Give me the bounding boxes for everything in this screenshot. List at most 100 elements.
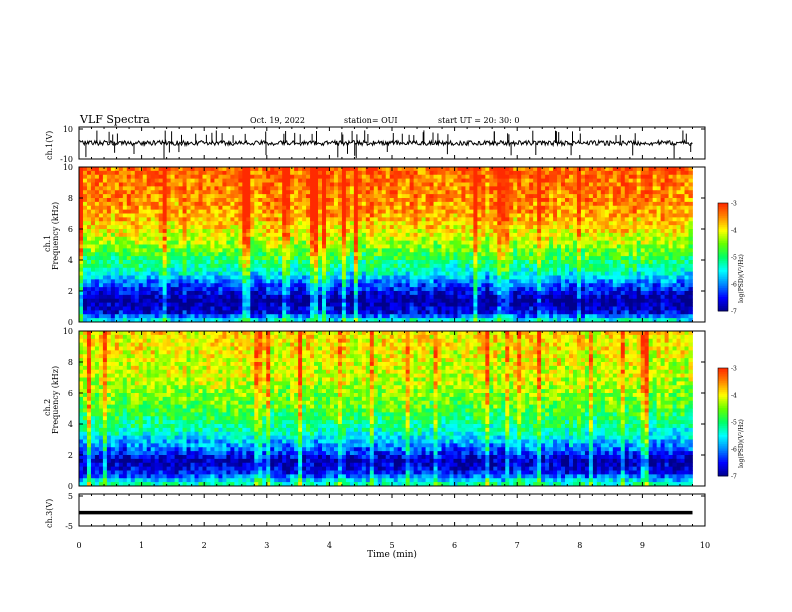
spectrogram-cell <box>397 186 403 191</box>
spectrogram-cell <box>588 213 594 218</box>
spectrogram-cell <box>541 260 546 265</box>
spectrogram-cell <box>329 217 335 222</box>
spectrogram-cell <box>286 221 291 226</box>
spectrogram-cell <box>568 209 574 214</box>
spectrogram-cell <box>553 205 558 211</box>
spectrogram-cell <box>266 283 271 288</box>
spectrogram-cell <box>126 244 132 249</box>
spectrogram-cell <box>310 221 315 226</box>
spectrogram-cell <box>445 232 450 238</box>
spectrogram-cell <box>182 287 187 292</box>
spectrogram-cell <box>345 236 351 242</box>
spectrogram-cell <box>250 260 255 265</box>
spectrogram-cell <box>238 167 243 172</box>
spectrogram-cell <box>565 205 570 211</box>
spectrogram-cell <box>138 287 144 292</box>
spectrogram-cell <box>222 174 227 180</box>
spectrogram-cell <box>318 194 323 199</box>
spectrogram-cell <box>644 263 650 269</box>
spectrogram-cell <box>608 256 614 261</box>
spectrogram-cell <box>588 248 594 253</box>
spectrogram-cell <box>154 240 160 245</box>
spectrogram-cell <box>672 229 677 234</box>
spectrogram-cell <box>82 291 88 296</box>
spectrogram-cell <box>648 205 654 211</box>
spectrogram-cell <box>461 229 466 234</box>
spectrogram-cell <box>584 271 590 276</box>
spectrogram-cell <box>102 256 108 261</box>
spectrogram-cell <box>640 194 646 199</box>
spectrogram-cell <box>533 229 538 234</box>
spectrogram-cell <box>441 201 446 207</box>
spectrogram-cell <box>584 260 590 265</box>
spectrogram-cell <box>413 170 419 176</box>
spectrogram-cell <box>182 267 187 273</box>
spectrogram-cell <box>373 190 379 195</box>
spectrogram-cell <box>688 229 693 234</box>
spectrogram-cell <box>640 252 646 257</box>
spectrogram-cell <box>481 229 486 234</box>
spectrogram-cell <box>636 287 642 292</box>
spectrogram-cell <box>568 213 574 218</box>
spectrogram-cell <box>664 221 669 226</box>
spectrogram-cell <box>624 279 630 284</box>
spectrogram-cell <box>102 279 108 284</box>
spectrogram-cell <box>278 209 283 214</box>
spectrogram-cell <box>357 205 363 211</box>
spectrogram-cell <box>576 213 582 218</box>
spectrogram-cell <box>286 275 291 280</box>
spectrogram-cell <box>604 256 610 261</box>
spectrogram-cell <box>481 213 486 218</box>
spectrogram-cell <box>142 267 148 273</box>
spectrogram-cell <box>421 205 426 211</box>
spectrogram-cell <box>146 287 152 292</box>
spectrogram-cell <box>98 182 104 187</box>
spectrogram-cell <box>294 232 299 238</box>
spectrogram-cell <box>505 252 510 257</box>
spectrogram-cell <box>202 217 207 222</box>
spectrogram-cell <box>79 267 84 273</box>
spectrogram-cell <box>509 229 514 234</box>
spectrogram-cell <box>656 194 662 199</box>
spectrogram-cell <box>409 236 415 242</box>
spectrogram-cell <box>202 225 207 230</box>
spectrogram-cell <box>262 205 267 211</box>
spectrogram-cell <box>329 248 335 253</box>
spectrogram-cell <box>509 244 514 249</box>
spectrogram-cell <box>122 167 128 172</box>
spectrogram-cell <box>246 283 251 288</box>
spectrogram-cell <box>393 225 399 230</box>
spectrogram-cell <box>393 186 399 191</box>
spectrogram-cell <box>246 213 251 218</box>
spectrogram-cell <box>230 190 235 195</box>
spectrogram-cell <box>106 279 112 284</box>
spectrogram-cell <box>489 167 494 172</box>
spectrogram-cell <box>429 167 434 172</box>
spectrogram-cell <box>230 248 235 253</box>
spectrogram-cell <box>325 178 331 183</box>
spectrogram-cell <box>110 194 116 199</box>
spectrogram-cell <box>353 244 359 249</box>
spectrogram-cell <box>142 291 148 296</box>
spectrogram-ch1-panel <box>78 166 706 323</box>
spectrogram-cell <box>345 190 351 195</box>
spectrogram-cell <box>557 167 562 172</box>
spectrogram-cell <box>353 190 359 195</box>
spectrogram-cell <box>537 174 542 180</box>
spectrogram-cell <box>640 232 646 238</box>
spectrogram-cell <box>130 252 136 257</box>
spectrogram-cell <box>580 198 586 203</box>
spectrogram-cell <box>114 244 120 249</box>
spectrogram-cell <box>612 232 618 238</box>
spectrogram-cell <box>501 167 506 172</box>
spectrogram-cell <box>477 256 482 261</box>
spectrogram-cell <box>417 198 422 203</box>
spectrogram-cell <box>114 190 120 195</box>
spectrogram-cell <box>90 209 96 214</box>
spectrogram-cell <box>377 178 383 183</box>
spectrogram-cell <box>218 182 223 187</box>
spectrogram-cell <box>333 244 339 249</box>
spectrogram-cell <box>122 291 128 296</box>
spectrogram-cell <box>310 287 315 292</box>
spectrogram-cell <box>576 225 582 230</box>
